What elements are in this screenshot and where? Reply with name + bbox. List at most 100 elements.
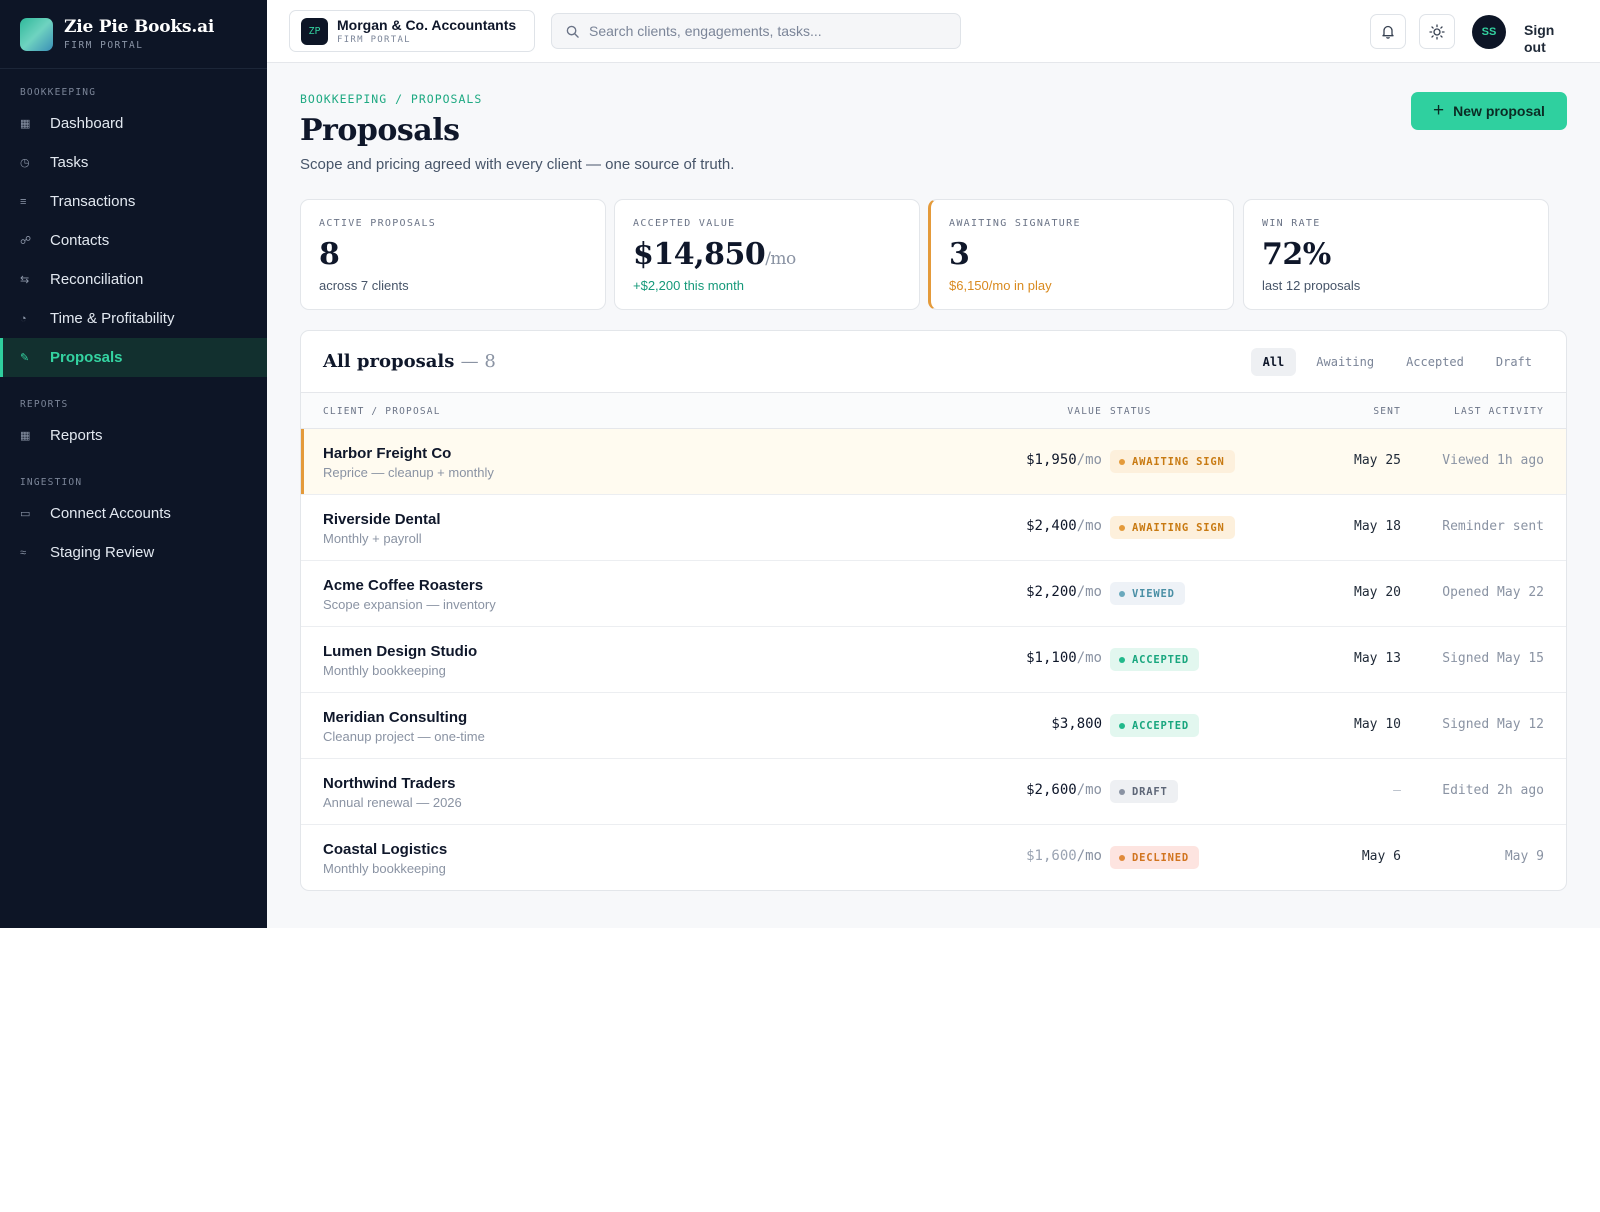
- sidebar-item-label: Transactions: [50, 193, 136, 210]
- org-switcher[interactable]: ZP Morgan & Co. Accountants FIRM PORTAL: [289, 10, 535, 52]
- new-proposal-label: New proposal: [1453, 103, 1545, 119]
- search-box[interactable]: [551, 13, 961, 49]
- search-input[interactable]: [589, 23, 949, 39]
- brand[interactable]: Zie Pie Books.ai FIRM PORTAL: [0, 0, 267, 69]
- bell-icon: [1382, 25, 1394, 39]
- status-dot-icon: [1119, 854, 1125, 861]
- table-row[interactable]: Coastal Logistics Monthly bookkeeping $1,6…: [301, 825, 1566, 890]
- sidebar-item-tasks[interactable]: ◷ Tasks: [0, 143, 267, 182]
- table-row[interactable]: Harbor Freight Co Reprice — cleanup + mon…: [301, 429, 1566, 495]
- filter-tab-awaiting[interactable]: Awaiting: [1316, 355, 1375, 369]
- org-badge: ZP: [301, 17, 328, 45]
- notifications-button[interactable]: [1370, 14, 1406, 49]
- proposal-description: Cleanup project — one-time: [323, 729, 485, 744]
- pie-icon: ◔: [20, 312, 27, 325]
- sidebar-item-transactions[interactable]: ≡ Transactions: [0, 182, 267, 221]
- proposal-value: $3,800: [1051, 716, 1102, 732]
- stat-card: AWAITING SIGNATURE 3 $6,150/mo in play: [928, 199, 1234, 310]
- card-header: All proposals — 8 All Awaiting Accepted Dra…: [301, 331, 1566, 393]
- last-activity: May 9: [1504, 849, 1544, 864]
- sidebar-item-label: Connect Accounts: [50, 505, 171, 522]
- sidebar-item-reconciliation[interactable]: ⇆ Reconciliation: [0, 260, 267, 299]
- stat-card: ACCEPTED VALUE $14,850/mo +$2,200 this mon…: [614, 199, 920, 310]
- sign-out-link[interactable]: Sign out: [1524, 22, 1555, 55]
- proposal-value: $2,600/mo: [1026, 782, 1102, 798]
- status-badge: DRAFT: [1110, 780, 1178, 803]
- filter-tabs: All Awaiting Accepted Draft: [1243, 348, 1544, 376]
- stat-label: ACTIVE PROPOSALS: [319, 218, 437, 229]
- theme-toggle-button[interactable]: [1419, 14, 1455, 49]
- sidebar-item-dashboard[interactable]: ▦ Dashboard: [0, 104, 267, 143]
- client-name[interactable]: Northwind Traders: [323, 775, 456, 792]
- sidebar-item-proposals[interactable]: ✎ Proposals: [0, 338, 267, 377]
- col-client[interactable]: CLIENT / PROPOSAL: [323, 406, 441, 417]
- sidebar-item-label: Reports: [50, 427, 103, 444]
- stat-label: AWAITING SIGNATURE: [949, 218, 1081, 229]
- table-row[interactable]: Meridian Consulting Cleanup project — one…: [301, 693, 1566, 759]
- grid-icon: ▦: [20, 430, 31, 442]
- client-name[interactable]: Riverside Dental: [323, 511, 441, 528]
- client-name[interactable]: Harbor Freight Co: [323, 445, 452, 462]
- table-row[interactable]: Acme Coffee Roasters Scope expansion — in…: [301, 561, 1566, 627]
- org-subtitle: FIRM PORTAL: [337, 35, 411, 45]
- link-icon: ☍: [20, 235, 32, 247]
- stat-card: ACTIVE PROPOSALS 8 across 7 clients: [300, 199, 606, 310]
- filter-tab-all[interactable]: All: [1250, 348, 1297, 376]
- app-root: Zie Pie Books.ai FIRM PORTAL BOOKKEEPING…: [0, 0, 1600, 928]
- sidebar-item-time-profitability[interactable]: ◔ Time & Profitability: [0, 299, 267, 338]
- status-label: VIEWED: [1132, 587, 1175, 600]
- sent-date: May 25: [1354, 453, 1401, 468]
- stat-value: $14,850/mo: [633, 237, 919, 272]
- proposal-count: — 8: [460, 351, 496, 372]
- client-name[interactable]: Acme Coffee Roasters: [323, 577, 484, 594]
- card-title: All proposals — 8: [323, 351, 496, 372]
- value-unit: /mo: [1076, 452, 1102, 468]
- col-status[interactable]: STATUS: [1110, 406, 1152, 417]
- table-row[interactable]: Riverside Dental Monthly + payroll $2,400/…: [301, 495, 1566, 561]
- proposal-value: $1,950/mo: [1026, 452, 1102, 468]
- clock-icon: ◷: [20, 157, 30, 169]
- sent-date: May 13: [1354, 651, 1401, 666]
- status-dot-icon: [1119, 590, 1125, 597]
- status-badge: ACCEPTED: [1110, 648, 1199, 671]
- page-title: Proposals: [300, 113, 460, 148]
- sidebar-item-label: Time & Profitability: [50, 310, 175, 327]
- grid-icon: ▦: [20, 118, 31, 130]
- value-unit: /mo: [1076, 848, 1102, 864]
- table-row[interactable]: Northwind Traders Annual renewal — 2026 $2…: [301, 759, 1566, 825]
- last-activity: Viewed 1h ago: [1442, 453, 1544, 468]
- user-avatar[interactable]: SS: [1472, 15, 1506, 49]
- client-name[interactable]: Meridian Consulting: [323, 709, 468, 726]
- last-activity: Edited 2h ago: [1442, 783, 1544, 798]
- sidebar-item-connect-accounts[interactable]: ▭ Connect Accounts: [0, 494, 267, 533]
- table-row[interactable]: Lumen Design Studio Monthly bookkeeping $1…: [301, 627, 1566, 693]
- status-label: AWAITING SIGN: [1132, 521, 1225, 534]
- table-body: Harbor Freight Co Reprice — cleanup + mon…: [301, 429, 1566, 890]
- status-label: DRAFT: [1132, 785, 1168, 798]
- client-name[interactable]: Lumen Design Studio: [323, 643, 478, 660]
- new-proposal-button[interactable]: + New proposal: [1411, 92, 1567, 130]
- client-name[interactable]: Coastal Logistics: [323, 841, 448, 858]
- stat-value: 3: [949, 237, 1233, 272]
- filter-tab-draft[interactable]: Draft: [1495, 355, 1532, 369]
- status-dot-icon: [1119, 788, 1125, 795]
- col-value[interactable]: VALUE: [1067, 406, 1102, 417]
- status-dot-icon: [1119, 458, 1125, 465]
- col-last-activity[interactable]: LAST ACTIVITY: [1454, 406, 1544, 417]
- value-amount: $1,600: [1026, 848, 1077, 864]
- stat-number: 3: [949, 237, 970, 272]
- card-title-text: All proposals: [323, 351, 455, 372]
- proposal-value: $1,100/mo: [1026, 650, 1102, 666]
- sidebar-item-reports[interactable]: ▦ Reports: [0, 416, 267, 455]
- brand-name: Zie Pie Books.ai: [64, 17, 215, 37]
- sidebar-item-staging-review[interactable]: ≈ Staging Review: [0, 533, 267, 572]
- proposal-description: Reprice — cleanup + monthly: [323, 465, 494, 480]
- stat-unit: /mo: [765, 249, 796, 269]
- status-badge: AWAITING SIGN: [1110, 516, 1235, 539]
- pen-icon: ✎: [20, 352, 30, 364]
- sidebar-item-label: Contacts: [50, 232, 110, 249]
- col-sent[interactable]: SENT: [1373, 406, 1401, 417]
- sidebar-item-contacts[interactable]: ☍ Contacts: [0, 221, 267, 260]
- sidebar-item-label: Reconciliation: [50, 271, 144, 288]
- filter-tab-accepted[interactable]: Accepted: [1406, 355, 1464, 369]
